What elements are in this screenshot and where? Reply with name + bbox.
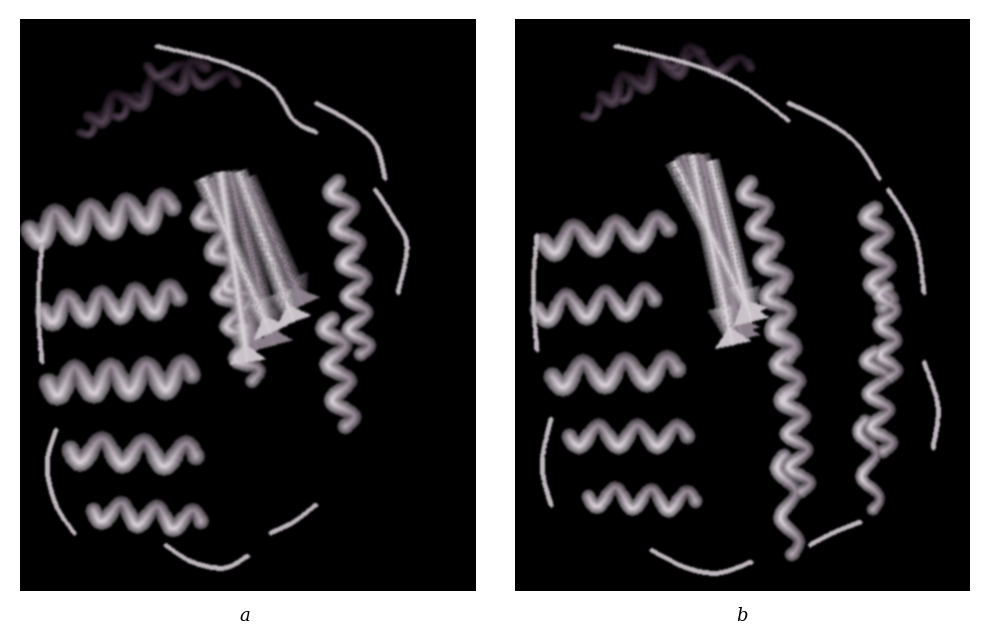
Text: b: b (736, 607, 748, 625)
Text: a: a (240, 607, 250, 625)
